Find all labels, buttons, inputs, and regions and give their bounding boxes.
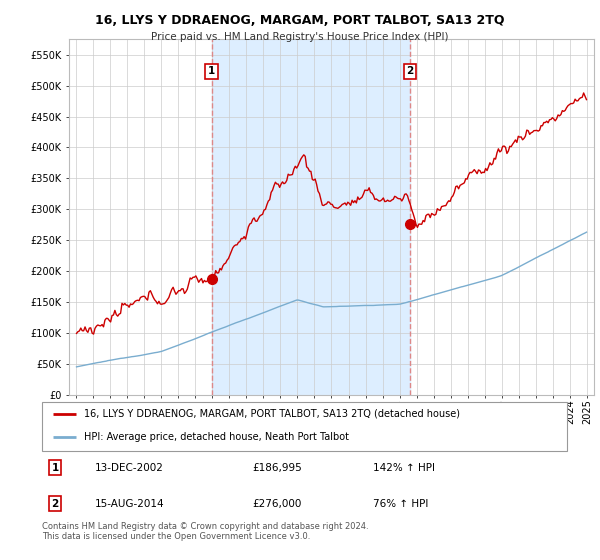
Text: 15-AUG-2014: 15-AUG-2014 [95, 499, 164, 509]
Text: HPI: Average price, detached house, Neath Port Talbot: HPI: Average price, detached house, Neat… [84, 432, 349, 442]
Text: 2: 2 [52, 499, 59, 509]
Text: 142% ↑ HPI: 142% ↑ HPI [373, 463, 435, 473]
Text: 1: 1 [52, 463, 59, 473]
Text: 1: 1 [208, 66, 215, 76]
Text: 76% ↑ HPI: 76% ↑ HPI [373, 499, 428, 509]
Text: 13-DEC-2002: 13-DEC-2002 [95, 463, 163, 473]
Text: 16, LLYS Y DDRAENOG, MARGAM, PORT TALBOT, SA13 2TQ: 16, LLYS Y DDRAENOG, MARGAM, PORT TALBOT… [95, 14, 505, 27]
Bar [212, 39, 410, 395]
Text: Price paid vs. HM Land Registry's House Price Index (HPI): Price paid vs. HM Land Registry's House … [151, 32, 449, 42]
Text: £186,995: £186,995 [252, 463, 302, 473]
Text: £276,000: £276,000 [252, 499, 301, 509]
Text: 16, LLYS Y DDRAENOG, MARGAM, PORT TALBOT, SA13 2TQ (detached house): 16, LLYS Y DDRAENOG, MARGAM, PORT TALBOT… [84, 409, 460, 419]
Text: Contains HM Land Registry data © Crown copyright and database right 2024.
This d: Contains HM Land Registry data © Crown c… [42, 522, 368, 542]
Text: 2: 2 [407, 66, 414, 76]
